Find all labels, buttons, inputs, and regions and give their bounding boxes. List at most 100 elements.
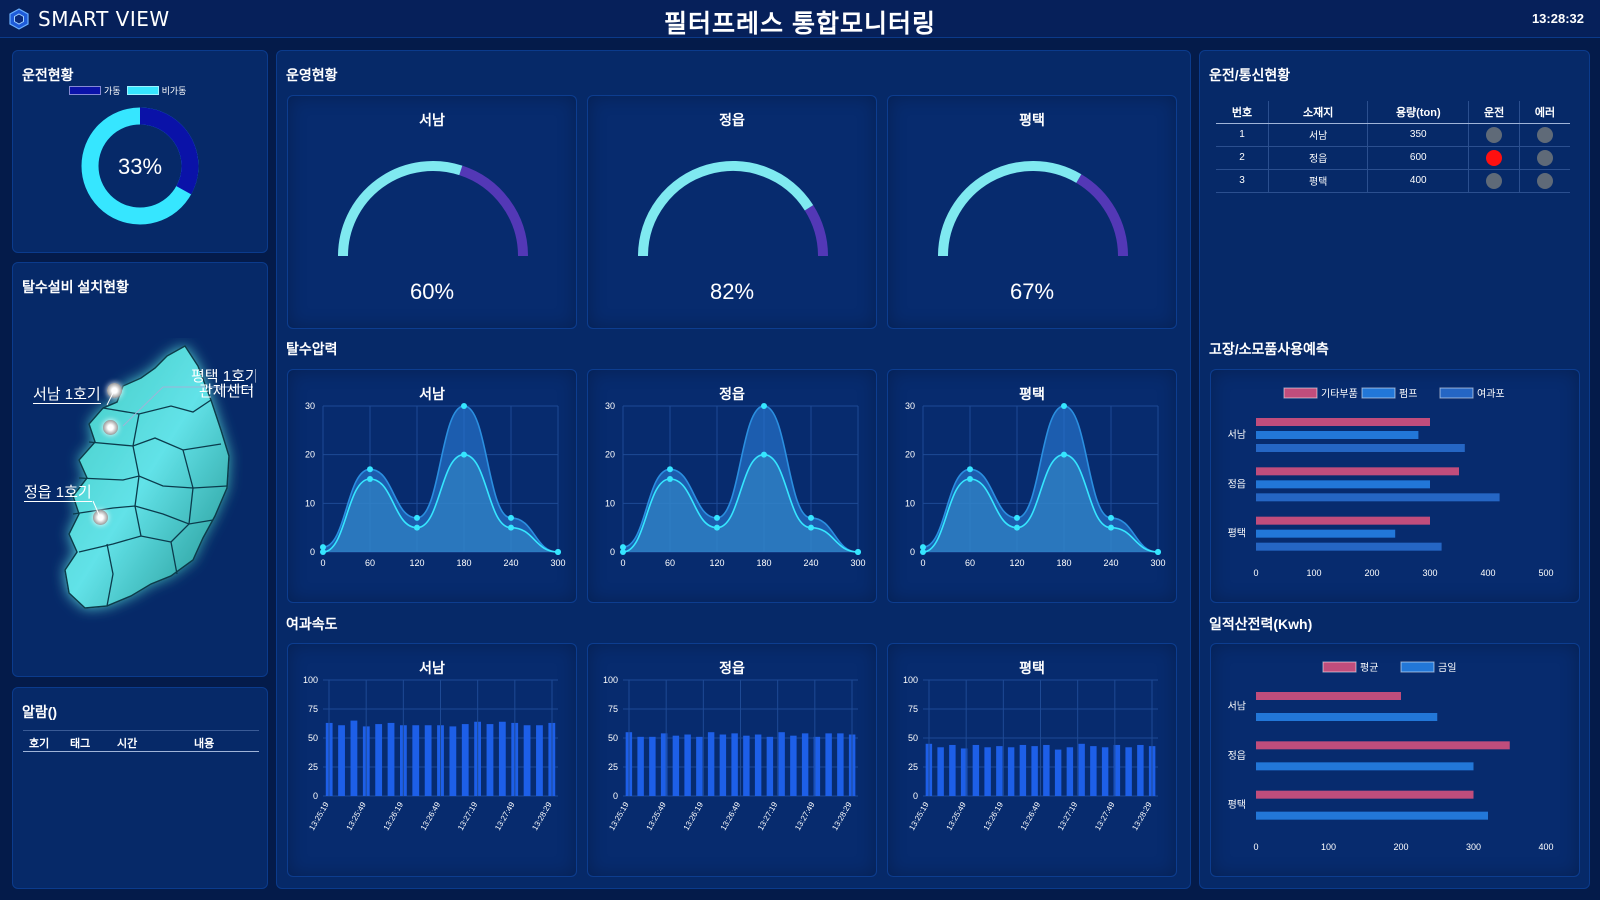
cell-error (1518, 146, 1570, 170)
table-row[interactable]: 2 정읍 600 (1216, 146, 1570, 170)
map-marker-jeongeup[interactable] (93, 510, 108, 525)
bar (1043, 744, 1050, 796)
power-title: 일적산전력(Kwh) (1209, 616, 1313, 632)
chart-title: 서남 (419, 660, 445, 676)
bar (1256, 692, 1401, 700)
data-point (761, 451, 767, 458)
bar (486, 724, 494, 796)
run-status-indicator (1486, 126, 1503, 143)
bar (1256, 516, 1430, 525)
legend-swatch (1361, 387, 1396, 399)
gauge-title: 정읍 (719, 112, 745, 128)
bar (813, 736, 821, 796)
x-tick-label: 13:25:19 (607, 800, 631, 832)
bar (1019, 744, 1027, 796)
filtration-bar-chart: 0 25 50 75 100 13:25:19 13:25:49 13:26:19 13:26:… (303, 675, 558, 832)
col-no: 번호 (1216, 101, 1269, 124)
bar (1256, 741, 1510, 750)
x-tick-label: 13:26:49 (419, 800, 443, 832)
data-point (320, 549, 326, 555)
x-tick-label: 100 (1321, 842, 1336, 852)
table-row[interactable]: 1 서남 350 (1216, 123, 1570, 147)
x-tick-label: 13:26:19 (382, 800, 406, 832)
bar (778, 732, 785, 796)
map-label-control-center: 관제센터 (199, 383, 255, 400)
bar (1066, 747, 1074, 796)
data-point (967, 466, 973, 473)
table-row[interactable]: 3 평택 400 (1216, 169, 1570, 193)
panel-title: 탈수설비 설치현황 (22, 279, 129, 295)
series-area (323, 454, 558, 552)
bar (719, 734, 727, 796)
app-logo[interactable]: SMART VIEW (8, 7, 170, 31)
clock: 13:28:32 (1531, 11, 1584, 26)
y-tick-label: 0 (310, 547, 315, 557)
y-tick-label: 0 (910, 547, 915, 557)
series-area (623, 454, 858, 552)
gauge-chart (938, 161, 1128, 257)
data-point (667, 466, 673, 473)
pressure-title: 탈수압력 (286, 341, 338, 357)
y-tick-label: 10 (605, 498, 615, 508)
cell-error (1518, 169, 1570, 193)
bar (1256, 431, 1419, 439)
y-tick-label: 50 (608, 733, 618, 743)
x-tick-label: 60 (965, 558, 975, 568)
filtration-bar-chart: 0 25 50 75 100 13:25:19 13:25:49 13:26:19 13:26:… (903, 675, 1158, 832)
x-tick-label: 180 (456, 558, 471, 568)
legend-item-stop[interactable]: 비가동 (126, 84, 186, 97)
x-tick-label: 0 (320, 558, 325, 568)
legend-item-run[interactable]: 가동 (69, 84, 121, 97)
donut-percent-label: 33% (118, 154, 162, 179)
bar (754, 734, 762, 796)
data-point (508, 524, 514, 531)
data-point (855, 549, 861, 555)
x-tick-label: 180 (1056, 558, 1071, 568)
operation-donut-chart: 33% (81, 107, 199, 225)
bar (731, 733, 738, 796)
status-table: 번호 소재지 용량(ton) 운전 에러 1 서남 350 2 정읍 600 (1216, 101, 1570, 193)
data-point (667, 476, 673, 482)
x-tick-label: 0 (1253, 568, 1258, 578)
x-tick-label: 13:28:29 (1130, 800, 1154, 832)
error-status-indicator (1536, 172, 1553, 189)
legend-swatch (1400, 661, 1435, 673)
y-tick-label: 100 (303, 675, 318, 685)
category-label: 서남 (1228, 701, 1246, 713)
legend-label: 평균 (1360, 662, 1378, 674)
gauge-card-pyeongtaek: 평택 67% (887, 95, 1177, 329)
bar (1256, 418, 1430, 426)
gauge-value: 82% (709, 279, 755, 304)
data-point (367, 466, 373, 473)
bar (937, 747, 944, 796)
bar (1256, 493, 1500, 502)
data-point (367, 476, 373, 482)
bar (1256, 811, 1488, 820)
bar (536, 725, 543, 796)
data-point (555, 549, 561, 555)
bar (1125, 747, 1132, 796)
y-tick-label: 25 (908, 762, 918, 772)
x-tick-label: 120 (709, 558, 724, 568)
data-point (920, 549, 926, 555)
gauge-chart (338, 161, 528, 257)
map-label-pyeongtaek: 평택 1호기 (191, 369, 256, 385)
gauge-remaining-arc (459, 165, 528, 257)
bar (766, 736, 774, 796)
chart-title: 평택 (1019, 386, 1045, 402)
filtration-card-jeongeup: 정읍 0 25 50 75 100 13:25:19 13:25:49 13:26:19 13:… (587, 643, 877, 877)
x-tick-label: 13:27:19 (756, 800, 780, 832)
y-tick-label: 75 (308, 704, 318, 714)
map-marker-seonam[interactable] (107, 383, 122, 398)
bar (649, 736, 656, 796)
map-marker-center[interactable] (103, 420, 118, 435)
data-point (461, 451, 467, 458)
bar (1256, 529, 1396, 538)
cell-no: 3 (1216, 169, 1269, 193)
cell-no: 2 (1216, 146, 1269, 170)
x-tick-label: 240 (503, 558, 518, 568)
legend-swatch (1439, 387, 1474, 399)
x-tick-label: 400 (1480, 568, 1495, 578)
